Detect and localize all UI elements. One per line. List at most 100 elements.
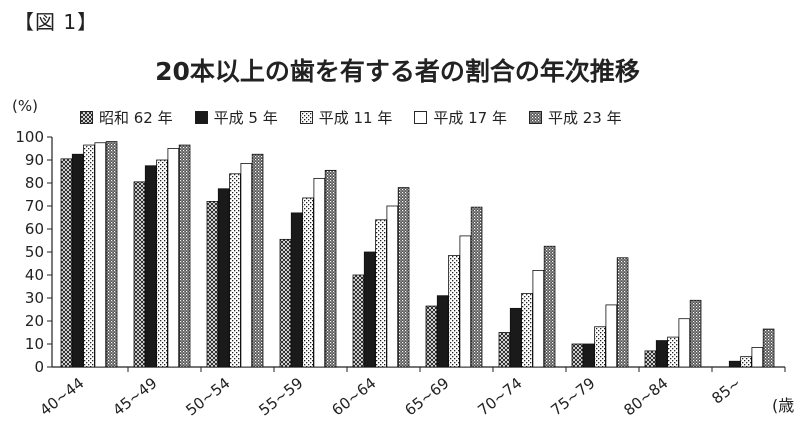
x-tick-label: 80~84 xyxy=(620,374,671,419)
bar-2-4 xyxy=(375,219,387,368)
bar-2-2 xyxy=(229,173,241,368)
legend-swatch-rect-4 xyxy=(529,110,542,124)
bar-2-0 xyxy=(83,144,95,368)
bar-3-5 xyxy=(459,235,472,368)
legend-swatch-0 xyxy=(80,110,93,124)
legend-swatch-3 xyxy=(414,110,428,124)
y-tick-label: 40 xyxy=(25,266,44,284)
bar-0-7 xyxy=(571,343,584,368)
bar-1-4 xyxy=(363,251,376,368)
legend-label-0: 昭和 62 年 xyxy=(99,108,173,127)
bar-4-5 xyxy=(470,206,483,368)
x-tick-label: 50~54 xyxy=(182,374,233,419)
bar-1-9 xyxy=(728,360,741,368)
bar-3-7 xyxy=(605,304,618,368)
y-tick-label: 80 xyxy=(25,174,44,192)
y-tick-label: 30 xyxy=(25,289,44,307)
bar-4-4 xyxy=(397,187,410,368)
y-tick-label: 50 xyxy=(25,243,44,261)
x-tick-label: 55~59 xyxy=(255,374,306,419)
bar-0-6 xyxy=(498,332,511,368)
bar-4-2 xyxy=(251,153,264,368)
bar-0-4 xyxy=(352,274,365,368)
legend-swatch-rect-0 xyxy=(80,110,93,124)
bar-3-4 xyxy=(386,205,399,368)
legend-swatch-rect-1 xyxy=(194,110,208,124)
y-tick-label: 60 xyxy=(25,220,44,238)
bar-1-6 xyxy=(509,307,522,368)
bar-1-1 xyxy=(144,165,157,368)
bar-4-3 xyxy=(324,169,337,368)
y-tick-label: 90 xyxy=(25,151,44,169)
bar-1-5 xyxy=(436,295,449,368)
legend-swatch-2 xyxy=(299,110,313,124)
x-tick-label: 85~ xyxy=(708,374,744,408)
bar-3-2 xyxy=(240,163,253,368)
x-tick-label: 40~44 xyxy=(36,374,87,419)
bar-1-0 xyxy=(71,153,84,368)
y-axis-unit-label: (%) xyxy=(12,97,38,115)
bar-4-7 xyxy=(616,257,629,368)
bars xyxy=(60,141,775,368)
bar-4-8 xyxy=(689,299,702,368)
bar-0-8 xyxy=(644,350,657,368)
legend-swatch-rect-3 xyxy=(414,110,428,124)
bar-1-3 xyxy=(290,212,303,368)
bar-2-7 xyxy=(594,326,606,368)
legend-item-1: 平成 5 年 xyxy=(194,107,278,128)
x-axis-unit-label: (歳 xyxy=(772,396,795,415)
bar-3-6 xyxy=(532,269,545,368)
bar-2-9 xyxy=(740,356,752,368)
bar-1-8 xyxy=(655,340,668,368)
bar-3-0 xyxy=(94,142,107,368)
bar-0-0 xyxy=(60,158,73,368)
x-tick-label: 45~49 xyxy=(109,374,160,419)
legend-swatch-graphic-0 xyxy=(80,110,93,124)
legend-swatch-graphic-2 xyxy=(299,110,313,124)
bar-4-1 xyxy=(178,144,191,368)
bar-0-2 xyxy=(206,200,219,368)
bar-0-5 xyxy=(425,305,438,368)
figure-label: 【図 1】 xyxy=(14,10,99,34)
legend-item-3: 平成 17 年 xyxy=(414,107,507,128)
legend-item-4: 平成 23 年 xyxy=(529,107,622,128)
legend-swatch-1 xyxy=(194,110,208,124)
bar-2-6 xyxy=(521,292,533,368)
bar-3-8 xyxy=(678,318,691,368)
bar-0-3 xyxy=(279,238,292,368)
legend-swatch-4 xyxy=(529,110,542,124)
bar-3-9 xyxy=(751,347,764,368)
bar-4-0 xyxy=(105,141,118,368)
legend-swatch-graphic-1 xyxy=(194,110,208,124)
y-tick-label: 20 xyxy=(25,312,44,330)
legend-swatch-rect-2 xyxy=(299,110,313,124)
legend-label-3: 平成 17 年 xyxy=(433,108,507,127)
x-tick-label: 70~74 xyxy=(474,374,525,419)
bar-3-1 xyxy=(167,148,180,368)
bar-2-1 xyxy=(156,159,168,368)
legend-item-0: 昭和 62 年 xyxy=(80,107,173,128)
bar-2-3 xyxy=(302,197,314,368)
chart-title: 20本以上の歯を有する者の割合の年次推移 xyxy=(155,57,640,86)
bar-1-7 xyxy=(582,343,595,368)
bar-2-8 xyxy=(667,336,679,368)
y-tick-label: 100 xyxy=(15,128,44,146)
bar-4-6 xyxy=(543,245,556,368)
legend-swatch-graphic-3 xyxy=(414,110,428,124)
y-tick-label: 70 xyxy=(25,197,44,215)
legend-label-1: 平成 5 年 xyxy=(213,108,278,127)
bar-4-9 xyxy=(762,328,775,368)
legend-swatch-graphic-4 xyxy=(529,110,542,124)
y-tick-label: 0 xyxy=(34,358,44,376)
legend-label-2: 平成 11 年 xyxy=(318,108,393,127)
bar-2-5 xyxy=(448,255,460,368)
x-tick-label: 75~79 xyxy=(547,374,598,419)
y-tick-label: 10 xyxy=(25,335,44,353)
legend: 昭和 62 年 平成 5 年 平成 11 年 平成 17 年 平成 23 年 xyxy=(80,104,644,130)
legend-label-4: 平成 23 年 xyxy=(547,108,622,127)
bar-3-3 xyxy=(313,177,326,368)
x-tick-label: 60~64 xyxy=(328,374,379,419)
bar-1-2 xyxy=(217,188,230,368)
x-tick-label: 65~69 xyxy=(401,374,452,419)
